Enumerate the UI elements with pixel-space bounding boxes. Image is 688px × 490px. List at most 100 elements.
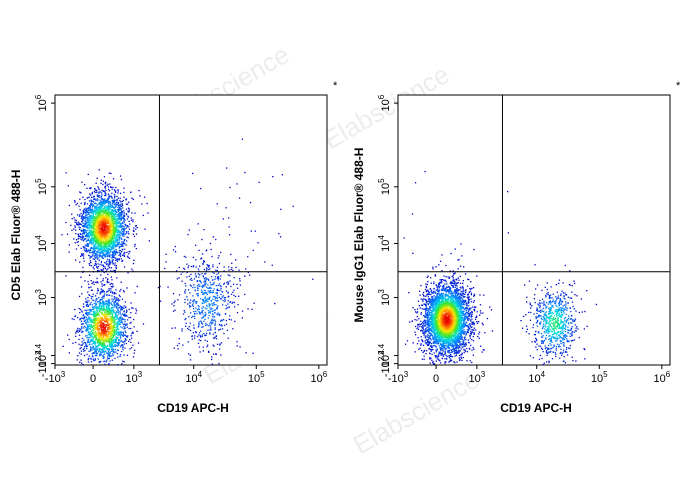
event-dot (83, 249, 85, 251)
event-dot (236, 345, 238, 347)
event-dot (231, 267, 233, 269)
event-dot (99, 219, 101, 221)
event-dot (94, 227, 96, 229)
event-dot (114, 262, 116, 264)
event-dot (107, 348, 109, 350)
event-dot (127, 216, 130, 218)
event-dot (118, 229, 120, 231)
event-dot (118, 317, 120, 319)
event-dot (83, 230, 86, 232)
event-dot (209, 321, 212, 323)
event-dot (114, 196, 116, 198)
event-dot (489, 306, 491, 308)
event-dot (120, 178, 123, 181)
event-dot (110, 233, 112, 235)
event-dot (101, 205, 103, 208)
event-dot (208, 305, 210, 307)
event-dot (110, 231, 112, 233)
event-dot (99, 335, 101, 337)
event-dot (227, 291, 229, 293)
event-dot (222, 319, 225, 321)
event-dot (95, 336, 97, 338)
event-dot (119, 355, 121, 358)
event-dot (89, 224, 91, 226)
event-dot (100, 327, 102, 329)
event-dot (104, 332, 106, 334)
event-dot (110, 267, 113, 269)
event-dot (192, 256, 194, 259)
event-dot (99, 191, 102, 193)
event-dot (97, 263, 99, 265)
event-dot (107, 199, 109, 201)
event-dot (106, 302, 108, 305)
event-dot (115, 266, 117, 268)
event-dot (129, 251, 131, 253)
event-dot (206, 308, 208, 310)
event-dot (214, 311, 216, 314)
event-dot (118, 224, 120, 227)
event-dot (132, 229, 135, 232)
event-dot (106, 339, 108, 342)
event-dot (104, 312, 106, 315)
event-dot (119, 216, 121, 218)
event-dot (92, 208, 94, 211)
event-dot (89, 343, 91, 345)
event-dot (164, 267, 166, 270)
event-dot (100, 197, 102, 199)
event-dot (182, 313, 185, 315)
event-dot (78, 329, 80, 332)
event-dot (133, 230, 135, 232)
event-dot (199, 312, 202, 314)
event-dot (103, 231, 106, 233)
event-dot (191, 279, 193, 281)
event-dot (97, 231, 100, 233)
event-dot (65, 172, 67, 174)
event-dot (94, 334, 97, 336)
event-dot (108, 318, 110, 320)
event-dot (97, 319, 100, 322)
event-dot (120, 319, 122, 321)
event-dot (90, 328, 92, 330)
event-dot (94, 249, 96, 251)
event-dot (106, 352, 108, 354)
event-dot (247, 271, 249, 274)
event-dot (112, 259, 114, 261)
event-dot (122, 318, 125, 320)
event-dot (98, 225, 100, 228)
event-dot (98, 207, 100, 210)
event-dot (80, 344, 82, 346)
plot-marker-asterisk: * (333, 80, 338, 92)
event-dot (89, 205, 91, 207)
event-dot (213, 316, 215, 318)
event-dot (116, 341, 118, 344)
event-dot (87, 314, 89, 316)
event-dot (196, 285, 199, 287)
event-dot (97, 351, 100, 353)
event-dot (82, 257, 85, 259)
event-dot (111, 223, 113, 225)
event-dot (119, 212, 121, 214)
event-dot (101, 256, 104, 258)
event-dot (105, 313, 107, 315)
event-dot (83, 247, 85, 249)
event-dot (104, 249, 106, 251)
event-dot (61, 234, 63, 236)
event-dot (93, 237, 96, 239)
event-dot (112, 283, 114, 285)
event-dot (114, 323, 116, 325)
event-dot (123, 307, 125, 309)
event-dot (139, 195, 141, 197)
event-dot (115, 225, 117, 227)
event-dot (91, 282, 93, 285)
event-dot (229, 234, 231, 236)
event-dot (111, 209, 113, 211)
event-dot (214, 278, 216, 280)
event-dot (90, 229, 92, 231)
event-dot (94, 211, 97, 214)
event-dot (102, 303, 104, 305)
event-dot (112, 256, 114, 258)
event-dot (98, 214, 101, 217)
event-dot (116, 234, 118, 236)
event-dot (120, 223, 122, 225)
event-dot (111, 188, 113, 190)
